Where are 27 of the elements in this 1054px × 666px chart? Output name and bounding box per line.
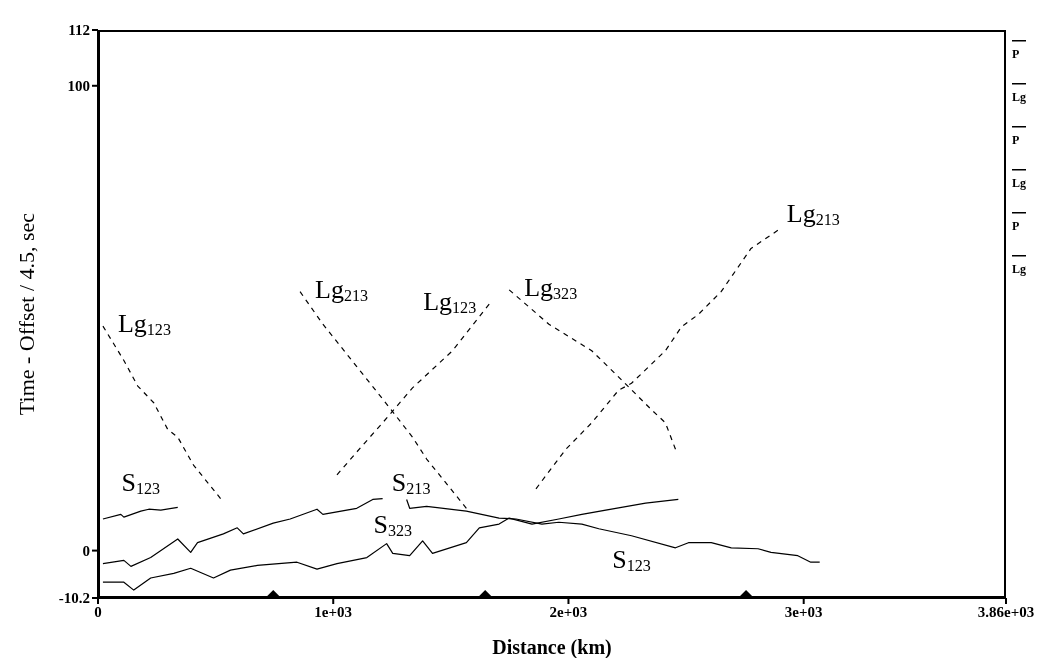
text: P [1012,219,1020,233]
y-tick-label: 0 [82,542,90,559]
series-label: S$_{123}$ [121,468,161,498]
x-tick-label: 3e+03 [784,603,823,620]
text: Lg [1012,90,1027,104]
x-tick-label: 2e+03 [549,603,588,620]
series-label: S$_{213}$ [391,467,431,497]
x-tick-label: 3.86e+03 [977,603,1035,620]
x-tick-label: 0 [94,603,102,620]
text: P [1012,47,1020,61]
x-tick-label: 1e+03 [314,603,353,620]
series-label: Lg$_{323}$ [524,272,578,302]
series-label: Lg$_{123}$ [423,287,477,317]
series-label: Lg$_{123}$ [117,309,171,339]
series-label: Lg$_{213}$ [786,199,840,229]
series-label: Lg$_{213}$ [315,274,369,304]
y-tick-label: -10.2 [58,590,90,607]
y-axis-title: Time - Offset / 4.5, sec [13,212,39,416]
series-label: S$_{123}$ [612,544,651,574]
series-label: S$_{323}$ [373,510,413,540]
x-axis-title: Distance (km) [492,636,612,659]
text: Lg [1012,176,1027,190]
text: P [1012,133,1020,147]
y-tick-label: 112 [68,22,90,39]
y-tick-label: 100 [67,78,90,95]
line-series [102,506,179,520]
text: Lg [1012,262,1027,276]
